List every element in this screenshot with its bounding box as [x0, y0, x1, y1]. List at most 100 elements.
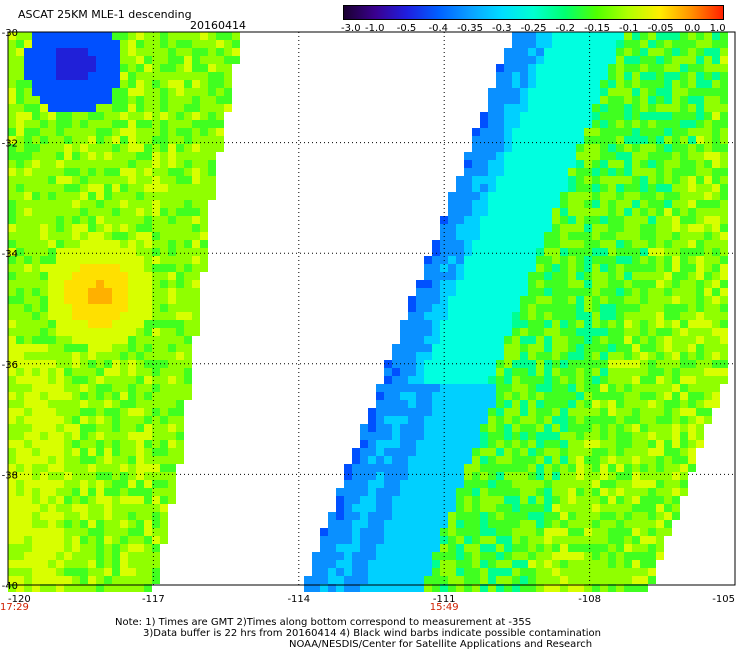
swath-cell	[120, 376, 128, 384]
swath-cell	[520, 128, 528, 136]
swath-cell	[648, 344, 656, 352]
swath-cell	[112, 272, 120, 280]
swath-cell	[88, 472, 96, 480]
swath-cell	[712, 96, 720, 104]
swath-cell	[720, 128, 728, 136]
swath-cell	[520, 192, 528, 200]
swath-cell	[696, 216, 704, 224]
swath-cell	[8, 472, 16, 480]
map-frame	[7, 31, 736, 586]
swath-cell	[208, 168, 216, 176]
swath-cell	[712, 344, 720, 352]
swath-cell	[8, 384, 16, 392]
swath-cell	[632, 216, 640, 224]
swath-cell	[696, 224, 704, 232]
swath-cell	[392, 496, 400, 504]
swath-cell	[416, 288, 424, 296]
swath-cell	[528, 480, 536, 488]
swath-cell	[552, 96, 560, 104]
swath-cell	[184, 96, 192, 104]
swath-cell	[80, 560, 88, 568]
swath-cell	[672, 288, 680, 296]
swath-cell	[696, 176, 704, 184]
swath-cell	[512, 280, 520, 288]
swath-cell	[88, 96, 96, 104]
swath-cell	[152, 576, 160, 584]
swath-cell	[632, 352, 640, 360]
swath-cell	[120, 280, 128, 288]
swath-cell	[560, 264, 568, 272]
swath-cell	[176, 40, 184, 48]
swath-cell	[480, 368, 488, 376]
swath-cell	[528, 472, 536, 480]
swath-cell	[416, 472, 424, 480]
swath-cell	[120, 104, 128, 112]
swath-cell	[8, 400, 16, 408]
swath-cell	[520, 152, 528, 160]
swath-cell	[360, 552, 368, 560]
swath-cell	[592, 208, 600, 216]
swath-cell	[56, 216, 64, 224]
swath-cell	[160, 272, 168, 280]
swath-cell	[160, 456, 168, 464]
swath-cell	[704, 192, 712, 200]
swath-cell	[680, 144, 688, 152]
swath-cell	[656, 128, 664, 136]
swath-cell	[136, 72, 144, 80]
swath-cell	[536, 464, 544, 472]
swath-cell	[176, 200, 184, 208]
swath-cell	[88, 328, 96, 336]
swath-cell	[312, 584, 320, 592]
swath-cell	[632, 496, 640, 504]
swath-cell	[544, 104, 552, 112]
swath-cell	[648, 496, 656, 504]
swath-cell	[584, 368, 592, 376]
swath-cell	[16, 104, 24, 112]
swath-cell	[464, 384, 472, 392]
swath-cell	[528, 272, 536, 280]
swath-cell	[688, 416, 696, 424]
swath-cell	[576, 488, 584, 496]
swath-cell	[688, 224, 696, 232]
swath-cell	[8, 544, 16, 552]
swath-cell	[416, 344, 424, 352]
swath-cell	[424, 416, 432, 424]
swath-cell	[136, 576, 144, 584]
swath-cell	[120, 112, 128, 120]
swath-cell	[520, 496, 528, 504]
swath-cell	[56, 144, 64, 152]
swath-cell	[112, 480, 120, 488]
swath-cell	[640, 88, 648, 96]
swath-cell	[56, 464, 64, 472]
swath-cell	[528, 560, 536, 568]
swath-cell	[120, 56, 128, 64]
swath-cell	[472, 296, 480, 304]
swath-cell	[376, 384, 384, 392]
swath-cell	[184, 216, 192, 224]
swath-cell	[24, 112, 32, 120]
swath-cell	[48, 104, 56, 112]
swath-cell	[448, 304, 456, 312]
swath-cell	[88, 160, 96, 168]
swath-cell	[480, 400, 488, 408]
swath-cell	[608, 184, 616, 192]
swath-cell	[152, 392, 160, 400]
swath-cell	[56, 440, 64, 448]
swath-cell	[56, 152, 64, 160]
swath-cell	[136, 544, 144, 552]
swath-cell	[520, 576, 528, 584]
swath-cell	[552, 248, 560, 256]
swath-cell	[72, 184, 80, 192]
swath-cell	[648, 192, 656, 200]
swath-cell	[344, 528, 352, 536]
swath-cell	[360, 424, 368, 432]
swath-cell	[344, 480, 352, 488]
swath-cell	[56, 352, 64, 360]
swath-cell	[8, 248, 16, 256]
swath-cell	[576, 336, 584, 344]
swath-cell	[656, 160, 664, 168]
swath-cell	[72, 200, 80, 208]
swath-cell	[48, 200, 56, 208]
swath-cell	[96, 72, 104, 80]
swath-cell	[80, 280, 88, 288]
